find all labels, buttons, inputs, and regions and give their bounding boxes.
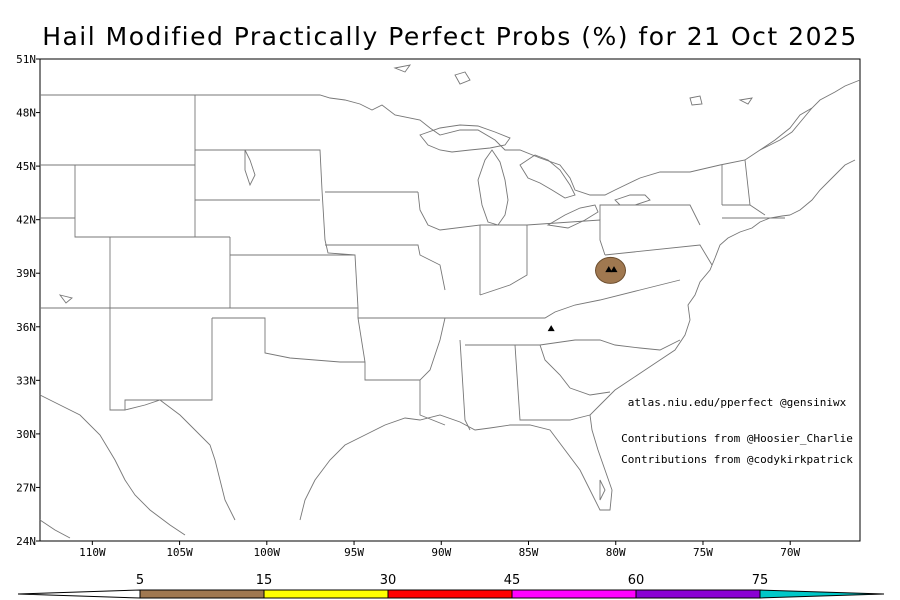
longitude-tick-label: 100W [254,546,281,559]
colorbar-label: 60 [628,573,645,588]
hail-reports [547,266,618,332]
hail-report-marker [547,325,555,332]
latitude-tick-label: 30N [16,428,36,441]
hail-report-marker [605,266,613,273]
longitude-tick-labels: 110W 105W 100W 95W 90W 85W 80W 75W 70W [79,541,801,559]
latitude-tick-label: 42N [16,214,36,227]
longitude-tick-label: 70W [780,546,800,559]
colorbar-segment [511,589,637,599]
hail-report-marker [610,266,618,273]
latitude-tick-label: 48N [16,107,36,120]
coastlines [39,79,861,539]
colorbar-label: 15 [256,573,273,588]
latitude-tick-label: 45N [16,160,36,173]
latitude-tick-label: 36N [16,321,36,334]
latitude-tick-labels: 51N 48N 45N 42N 39N 36N 33N 30N 27N 24N [16,53,40,548]
latitude-tick-label: 51N [16,53,36,66]
colorbar-segment [635,589,761,599]
colorbar-label: 5 [136,573,144,588]
latitude-tick-label: 33N [16,374,36,387]
longitude-tick-label: 85W [519,546,539,559]
credit-contributor-1: Contributions from @Hoosier_Charlie [621,432,853,445]
colorbar-right-arrow [759,589,885,599]
map-panel: atlas.niu.edu/pperfect @gensiniwx Contri… [39,58,861,542]
colorbar-segment [387,589,513,599]
longitude-tick-label: 105W [166,546,193,559]
colorbar-segment [139,589,265,599]
colorbar-label: 30 [380,573,397,588]
map-frame [39,58,861,542]
great-lakes [244,124,651,229]
color-bar: 5 15 30 45 60 75 [17,573,885,599]
state-boundaries [40,94,813,431]
longitude-tick-label: 110W [79,546,106,559]
longitude-tick-label: 75W [693,546,713,559]
coastal-islands [58,64,753,501]
latitude-tick-label: 27N [16,481,36,494]
longitude-tick-label: 95W [344,546,364,559]
credit-contributor-2: Contributions from @codykirkpatrick [621,453,853,466]
latitude-tick-label: 24N [16,535,36,548]
colorbar-left-arrow [17,589,141,599]
colorbar-segment [263,589,389,599]
colorbar-label: 75 [752,573,769,588]
longitude-tick-label: 90W [431,546,451,559]
credit-site: atlas.niu.edu/pperfect @gensiniwx [628,396,847,409]
latitude-tick-label: 39N [16,267,36,280]
longitude-tick-label: 80W [606,546,626,559]
map-title: Hail Modified Practically Perfect Probs … [42,22,858,51]
colorbar-label: 45 [504,573,521,588]
